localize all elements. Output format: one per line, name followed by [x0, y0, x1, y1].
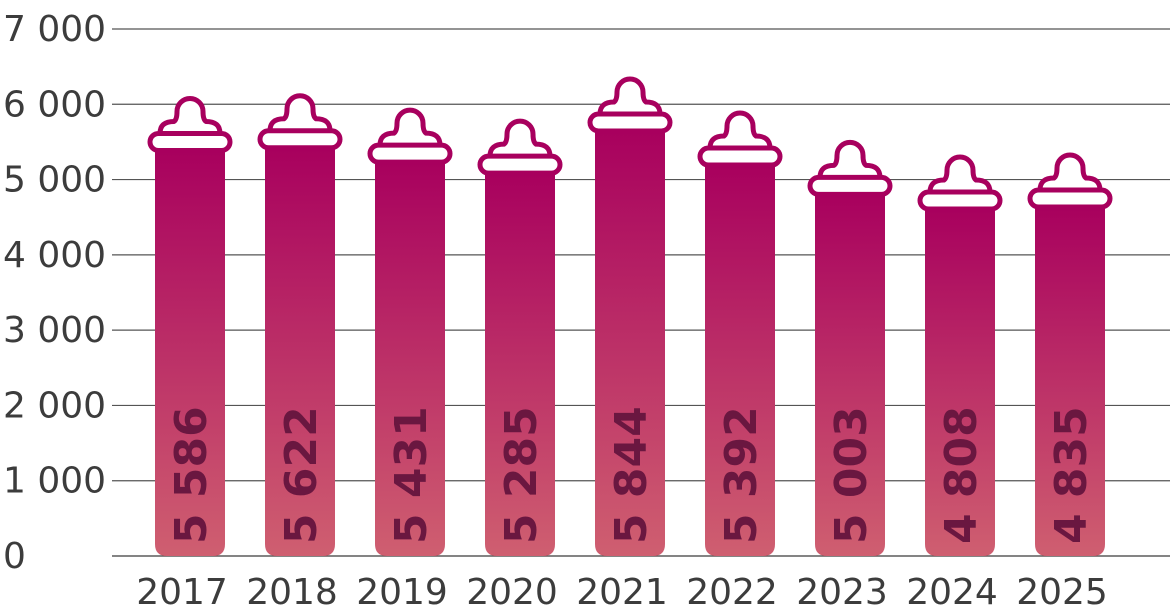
y-tick-label: 3 000 — [3, 310, 106, 351]
bar-group: 5 285 — [477, 118, 563, 557]
bottle-collar — [697, 145, 783, 168]
y-tick-label: 5 000 — [3, 160, 106, 201]
bar-value-label: 5 431 — [386, 406, 437, 544]
x-tick-label: 2020 — [466, 572, 558, 611]
x-tick-label: 2021 — [576, 572, 668, 611]
bottle-teat — [1037, 152, 1103, 193]
x-axis-ticks: 2017 2018 2019 2020 2021 2022 2023 2024 2025 — [136, 572, 1108, 611]
y-axis-ticks: 0 1 000 2 000 3 000 4 000 5 000 6 000 7 000 — [3, 9, 106, 577]
bar-value-label: 5 392 — [716, 406, 767, 544]
bar-value-label: 5 003 — [826, 406, 877, 544]
x-tick-label: 2024 — [906, 572, 998, 611]
x-tick-label: 2018 — [246, 572, 338, 611]
x-tick-label: 2025 — [1016, 572, 1108, 611]
y-tick-label: 4 000 — [3, 235, 106, 276]
bar — [155, 149, 225, 557]
bottle-collar — [917, 189, 1003, 212]
y-tick-label: 2 000 — [3, 385, 106, 426]
bar-value-label: 5 844 — [606, 406, 657, 544]
bar-value-label: 4 808 — [936, 406, 987, 544]
bottle-collar — [1027, 187, 1113, 210]
x-tick-label: 2023 — [796, 572, 888, 611]
bar-value-label: 4 835 — [1046, 406, 1097, 544]
bar-value-label: 5 622 — [276, 406, 327, 544]
bar-group: 5 392 — [697, 110, 783, 556]
bar — [705, 164, 775, 556]
x-tick-label: 2019 — [356, 572, 448, 611]
bar — [265, 146, 335, 556]
y-tick-label: 0 — [3, 536, 26, 577]
bottle-teat — [267, 93, 333, 134]
bottle-teat — [487, 118, 553, 159]
bar-group: 5 586 — [147, 95, 233, 557]
bar — [375, 161, 445, 556]
bar-value-label: 5 285 — [496, 406, 547, 544]
bar-group: 4 808 — [917, 154, 1003, 556]
bar-group: 4 835 — [1027, 152, 1113, 556]
y-tick-label: 7 000 — [3, 9, 106, 50]
bar — [815, 193, 885, 556]
y-tick-label: 6 000 — [3, 84, 106, 125]
bar-group: 5 431 — [367, 107, 453, 556]
bottle-collar — [807, 174, 893, 197]
x-tick-label: 2017 — [136, 572, 228, 611]
bottle-teat — [707, 110, 773, 151]
bottle-teat — [157, 95, 223, 136]
bottle-collar — [147, 130, 233, 153]
bottle-collar — [257, 128, 343, 151]
bottle-teat — [927, 154, 993, 195]
bar-group: 5 622 — [257, 93, 343, 556]
bar-value-label: 5 586 — [166, 406, 217, 544]
bottle-collar — [587, 111, 673, 134]
bottle-teat — [377, 107, 443, 148]
bottle-collar — [367, 142, 453, 165]
bar — [1035, 205, 1105, 556]
bottle-teat — [817, 139, 883, 180]
bar-group: 5 844 — [587, 76, 673, 557]
x-tick-label: 2022 — [686, 572, 778, 611]
bar — [595, 130, 665, 557]
bottle-collar — [477, 153, 563, 176]
bar-group: 5 003 — [807, 139, 893, 556]
y-tick-label: 1 000 — [3, 461, 106, 502]
bars: 5 586 5 622 5 431 5 285 5 844 5 392 5 003 4 808… — [147, 76, 1113, 557]
bar — [925, 208, 995, 556]
bar — [485, 172, 555, 557]
bottle-teat — [597, 76, 663, 117]
